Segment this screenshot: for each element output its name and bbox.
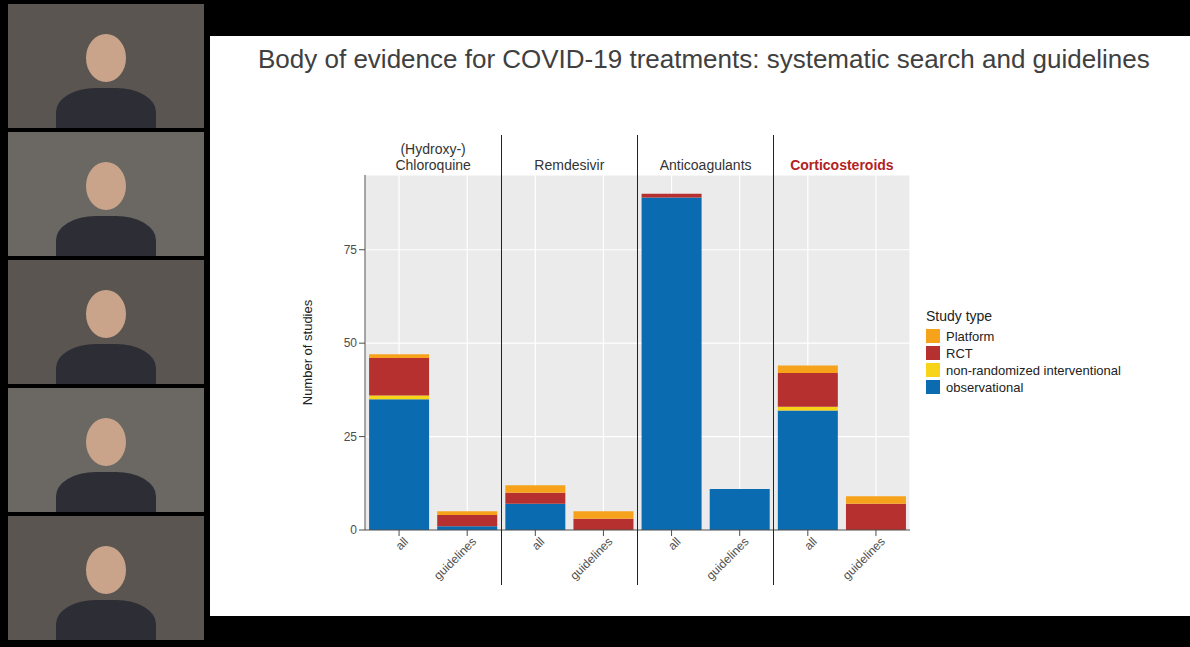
svg-text:all: all <box>801 534 819 552</box>
svg-text:all: all <box>529 534 547 552</box>
html-text:non-randomized interventional: non-randomized interventional <box>946 362 1121 378</box>
html-text:RCT: RCT <box>946 345 973 361</box>
html-text:Anticoagulants: Anticoagulants <box>659 157 752 173</box>
svg-text:guidelines: guidelines <box>567 534 615 582</box>
svg-text:all: all <box>665 534 683 552</box>
svg-text:50: 50 <box>344 336 358 350</box>
html-text:Study type: Study type <box>926 307 993 324</box>
html-text:(Hydroxy-) Chloroquine: (Hydroxy-) Chloroquine <box>395 141 471 173</box>
svg-text:guidelines: guidelines <box>431 534 479 582</box>
html-text:Body of evidence for COVID-19: Body of evidence for COVID-19 treatments… <box>258 44 1150 74</box>
svg-text:guidelines: guidelines <box>704 534 752 582</box>
html-text:Remdesivir: Remdesivir <box>534 157 605 173</box>
html-text:Corticosteroids: Corticosteroids <box>790 157 894 173</box>
html-text:Platform: Platform <box>946 328 995 344</box>
svg-text:guidelines: guidelines <box>840 534 888 582</box>
svg-text:0: 0 <box>350 523 357 537</box>
svg-text:all: all <box>393 534 411 552</box>
svg-text:25: 25 <box>344 430 358 444</box>
svg-text:Number of studies: Number of studies <box>300 299 315 405</box>
svg-text:75: 75 <box>344 243 358 257</box>
html-text:observational: observational <box>946 379 1024 395</box>
